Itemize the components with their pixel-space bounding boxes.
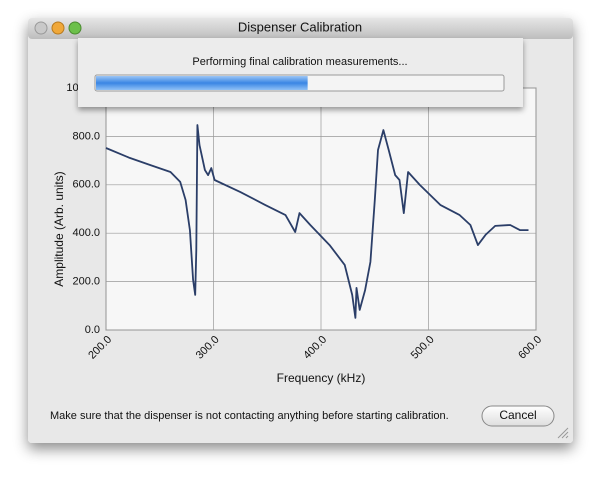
sheet-message: Performing final calibration measurement… [192,56,407,68]
y-tick-label: 800.0 [72,130,100,142]
y-axis-label: Amplitude (Arb. units) [52,171,66,286]
footer-message: Make sure that the dispenser is not cont… [50,410,449,422]
resize-grip[interactable] [557,427,569,439]
y-tick-label: 200.0 [72,276,100,288]
window-title: Dispenser Calibration [238,19,362,34]
sheet-panel [78,38,523,107]
minimize-button[interactable] [51,21,65,35]
y-tick-label: 0.0 [85,324,100,336]
sheet: Performing final calibration measurement… [78,38,523,107]
progress-fill [96,76,308,90]
close-button[interactable] [34,21,48,35]
y-tick-label: 600.0 [72,179,100,191]
x-axis-label: Frequency (kHz) [277,371,366,385]
title-bar [28,18,573,39]
y-tick-label: 400.0 [72,227,100,239]
cancel-button[interactable] [481,405,555,427]
zoom-button[interactable] [68,21,82,35]
cancel-label: Cancel [499,408,536,422]
data-line [105,124,529,319]
